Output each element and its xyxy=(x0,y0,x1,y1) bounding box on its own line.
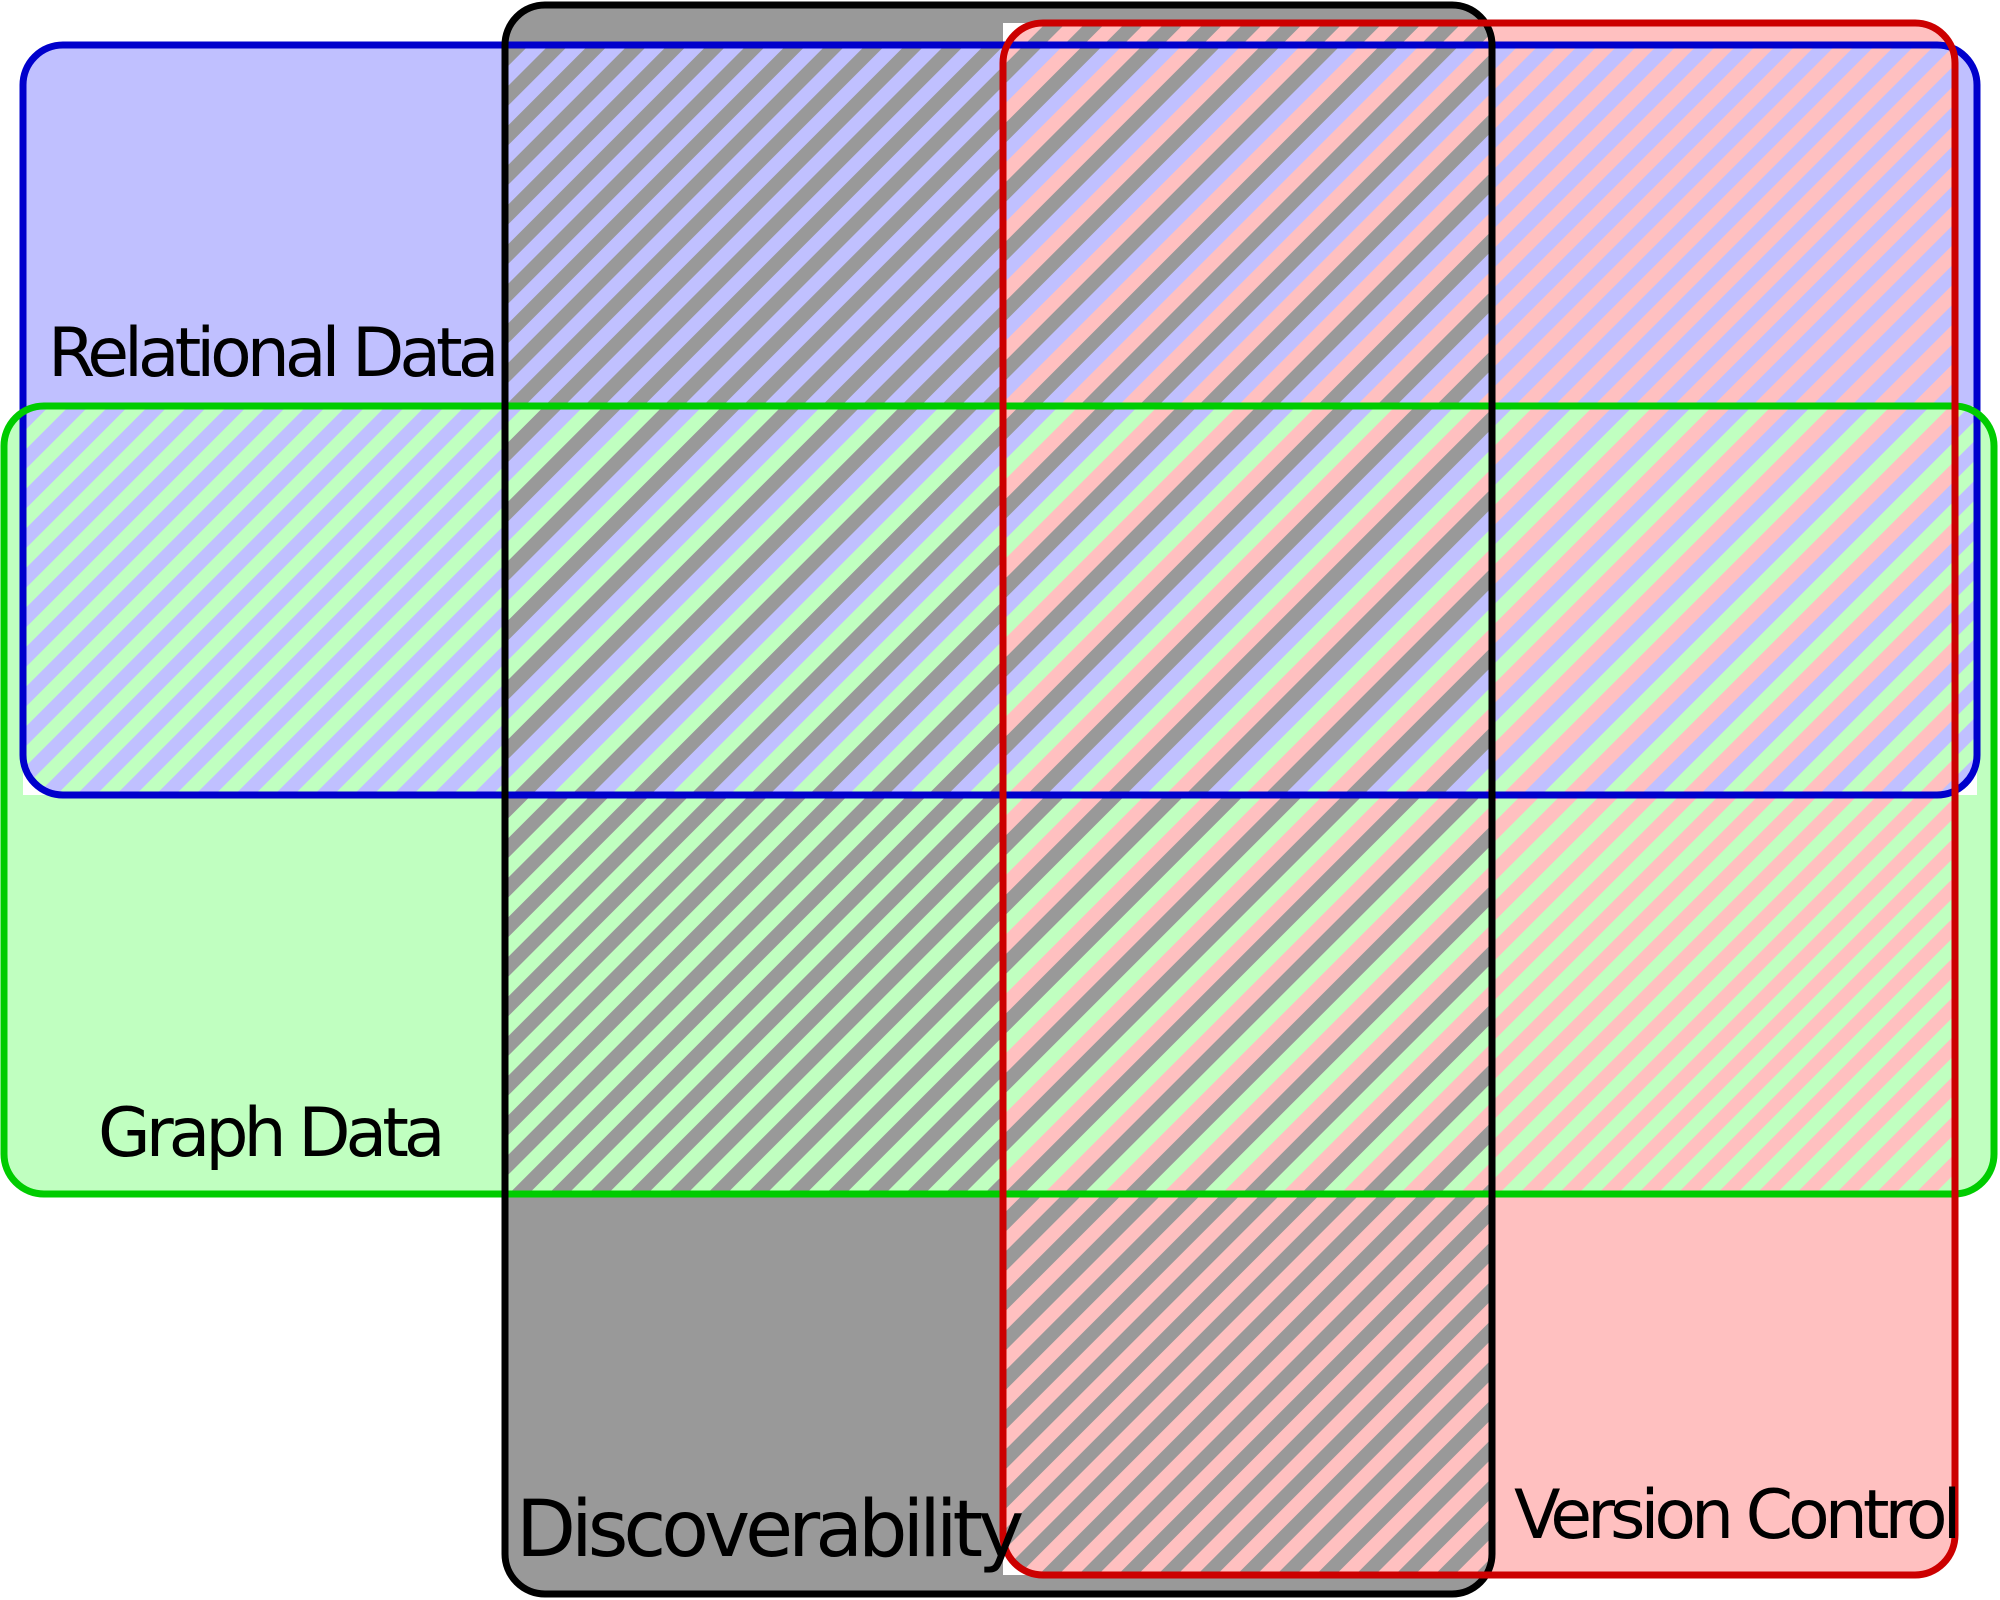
region-discoverability-relational-version xyxy=(1003,45,1492,406)
region-graph xyxy=(4,406,23,795)
set-outline-version xyxy=(999,19,1959,1579)
region-relational-version xyxy=(1492,45,1955,406)
region-discoverability xyxy=(1003,1575,1492,1594)
region-graph xyxy=(1977,406,1994,795)
region-graph-version xyxy=(1492,795,1955,1194)
set-outline-discoverability xyxy=(501,1,1496,1598)
region-graph xyxy=(1977,795,1994,1194)
set-outline-graph xyxy=(0,402,1998,1198)
region-discoverability-graph xyxy=(505,795,1003,1194)
region-relational xyxy=(1955,45,1977,406)
region-discoverability-version xyxy=(1003,1194,1492,1575)
region-discoverability-version xyxy=(1003,23,1492,45)
region-discoverability-relational xyxy=(505,45,1003,406)
region-discoverability-relational-graph xyxy=(505,406,1003,795)
region-discoverability xyxy=(505,5,1003,23)
region-graph xyxy=(1955,795,1977,1194)
region-graph xyxy=(23,795,505,1194)
region-relational xyxy=(23,45,505,406)
region-fills xyxy=(4,5,1994,1594)
region-relational-graph-version xyxy=(1492,406,1955,795)
region-relational-graph xyxy=(1955,406,1977,795)
region-version xyxy=(1492,1194,1955,1575)
label-version-control: Version Control xyxy=(1514,1476,1956,1555)
region-discoverability-graph-version xyxy=(1003,795,1492,1194)
region-discoverability xyxy=(1003,5,1492,23)
region-discoverability-relational-graph-version xyxy=(1003,406,1492,795)
region-discoverability xyxy=(505,1575,1003,1594)
label-discoverability: Discoverability xyxy=(516,1485,1022,1575)
region-graph xyxy=(4,795,23,1194)
region-relational-graph xyxy=(23,406,505,795)
region-discoverability xyxy=(505,1194,1003,1575)
region-discoverability xyxy=(505,23,1003,45)
label-graph-data: Graph Data xyxy=(98,1094,441,1173)
label-relational-data: Relational Data xyxy=(48,314,494,393)
region-version xyxy=(1492,23,1955,45)
